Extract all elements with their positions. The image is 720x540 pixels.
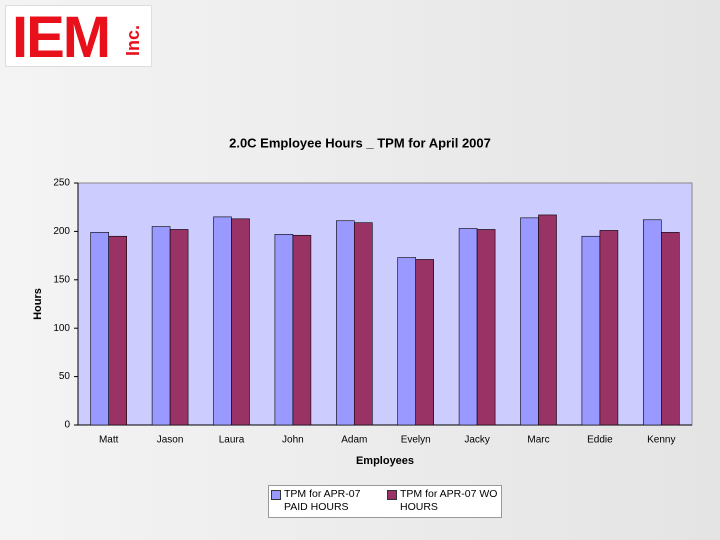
bar [599,230,619,426]
legend-swatch [387,490,397,500]
x-tick-label: Marc [527,435,549,446]
bar [90,232,109,426]
y-tick-label: 150 [53,274,70,285]
bar [335,220,355,426]
bar [660,232,680,426]
bar [538,214,557,426]
y-axis-label: Hours [32,288,44,320]
x-tick-label: Jason [157,435,184,446]
bar [415,259,435,426]
logo-text: IEM [12,5,111,70]
y-tick-label: 200 [53,226,70,237]
bar [581,235,601,426]
legend-item: TPM for APR-07 PAID HOURS [269,486,385,517]
y-tick-label: 50 [59,371,71,382]
bar [353,222,373,426]
x-tick-label: John [282,435,304,446]
x-tick-label: Laura [219,435,245,446]
bar [231,218,250,426]
legend: TPM for APR-07 PAID HOURS TPM for APR-07 … [268,485,502,518]
bar [108,235,127,426]
chart-title: 2.0C Employee Hours _ TPM for April 2007 [229,135,491,150]
x-tick-label: Matt [99,435,119,446]
y-tick-label: 0 [64,420,70,431]
y-tick-label: 100 [53,323,70,334]
logo: IEM Inc. [5,5,152,70]
legend-label: TPM for APR-07 WO HOURS [400,488,498,513]
legend-label: TPM for APR-07 PAID HOURS [284,488,361,513]
x-tick-label: Adam [341,435,367,446]
y-tick-label: 250 [53,178,70,189]
bar [476,229,496,426]
bar [642,219,662,426]
x-tick-label: Kenny [647,435,675,446]
bar [458,228,478,426]
legend-item: TPM for APR-07 WO HOURS [385,486,501,517]
x-tick-label: Evelyn [401,435,431,446]
x-tick-label: Jacky [464,435,490,446]
bar [274,234,294,426]
bar [520,217,539,426]
x-tick-label: Eddie [587,435,613,446]
bar [169,229,189,426]
bar [151,226,171,426]
bar [397,257,417,426]
bar [292,234,312,426]
x-axis-label: Employees [356,455,414,467]
legend-swatch [271,490,281,500]
bar [213,216,232,426]
